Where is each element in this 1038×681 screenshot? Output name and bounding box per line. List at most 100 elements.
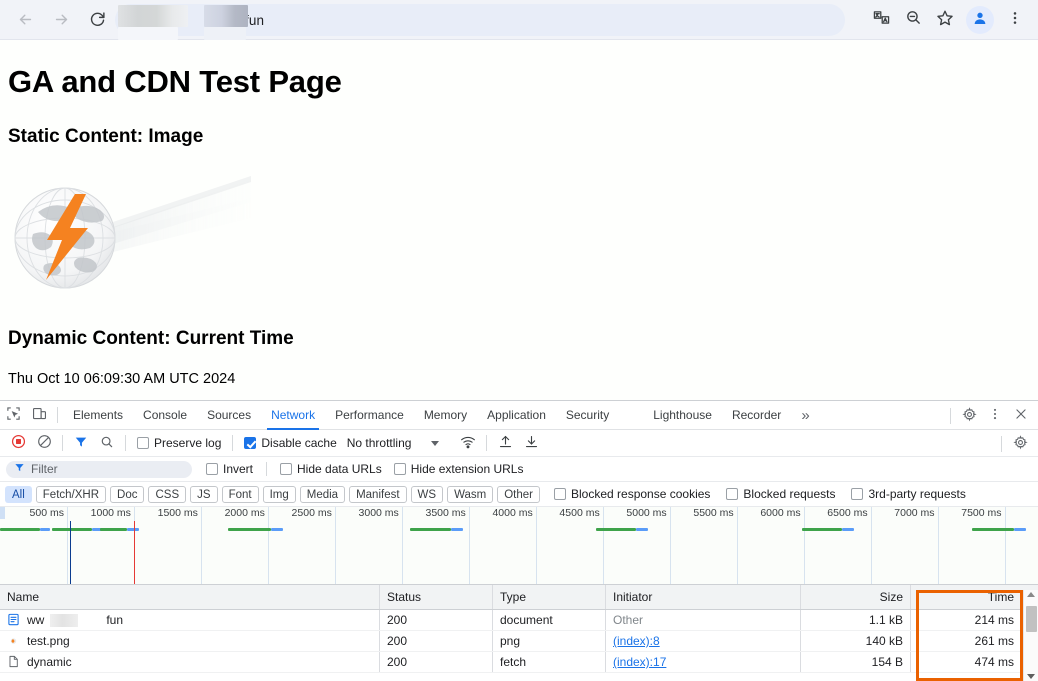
scrollbar-thumb[interactable] bbox=[1026, 606, 1037, 632]
search-input[interactable]: Filter bbox=[6, 460, 192, 478]
overview-request-band bbox=[39, 528, 50, 531]
import-har-button[interactable] bbox=[492, 430, 518, 456]
type-filter-css[interactable]: CSS bbox=[148, 485, 187, 503]
devtools-close-button[interactable] bbox=[1008, 403, 1034, 429]
tab-application[interactable]: Application bbox=[487, 407, 546, 422]
devtools-settings-button[interactable] bbox=[956, 403, 982, 429]
overview-tick-label: 4000 ms bbox=[492, 507, 533, 519]
inspect-element-icon bbox=[6, 406, 21, 424]
requests-scrollbar[interactable] bbox=[1023, 590, 1038, 681]
column-header-type[interactable]: Type bbox=[493, 585, 606, 609]
cell-status: 200 bbox=[380, 652, 493, 672]
static-content-heading: Static Content: Image bbox=[8, 126, 204, 147]
disable-cache-checkbox[interactable]: Disable cache bbox=[244, 436, 337, 450]
tab-lighthouse[interactable]: Lighthouse bbox=[653, 407, 712, 422]
tab-elements[interactable]: Elements bbox=[73, 407, 124, 422]
forward-button[interactable] bbox=[46, 5, 76, 35]
blocked-requests-checkbox[interactable]: Blocked requests bbox=[726, 487, 835, 501]
overview-gridline bbox=[1004, 507, 1006, 584]
forward-arrow-icon bbox=[53, 11, 70, 28]
hide-extension-urls-checkbox[interactable]: Hide extension URLs bbox=[393, 462, 524, 476]
type-filter-all[interactable]: All bbox=[5, 485, 32, 503]
close-icon bbox=[1014, 407, 1028, 424]
overview-gridline bbox=[937, 507, 939, 584]
profile-button[interactable] bbox=[966, 6, 994, 34]
cell-size: 140 kB bbox=[801, 631, 911, 651]
table-row[interactable]: test.png 200 png (index):8 140 kB 261 ms bbox=[0, 631, 1038, 652]
clear-button[interactable] bbox=[31, 430, 57, 456]
column-header-size[interactable]: Size bbox=[801, 585, 911, 609]
third-party-requests-label: 3rd-party requests bbox=[868, 487, 966, 501]
third-party-requests-checkbox[interactable]: 3rd-party requests bbox=[851, 487, 966, 501]
tab-console[interactable]: Console bbox=[143, 407, 188, 422]
overview-left-handle[interactable] bbox=[0, 507, 5, 519]
overview-tick-label: 500 ms bbox=[29, 507, 64, 519]
scroll-up-arrow-icon[interactable] bbox=[1027, 592, 1035, 597]
tab-sources[interactable]: Sources bbox=[207, 407, 252, 422]
type-filter-js[interactable]: JS bbox=[190, 485, 218, 503]
table-row[interactable]: ww fun 200 document Other 1.1 kB 214 ms bbox=[0, 610, 1038, 631]
network-settings-button[interactable] bbox=[1007, 431, 1033, 457]
overview-request-band bbox=[270, 528, 284, 531]
type-filter-img[interactable]: Img bbox=[262, 485, 296, 503]
cell-initiator[interactable]: (index):8 bbox=[606, 631, 801, 651]
network-overview-timeline[interactable]: 500 ms 1000 ms 1500 ms 2000 ms 2500 ms 3000 m… bbox=[0, 507, 1038, 585]
invert-checkbox[interactable]: Invert bbox=[206, 462, 253, 476]
browser-menu-button[interactable] bbox=[1000, 5, 1030, 35]
overview-gridline bbox=[535, 507, 537, 584]
divider bbox=[950, 407, 951, 424]
tab-recorder[interactable]: Recorder bbox=[731, 407, 782, 422]
type-filter-doc[interactable]: Doc bbox=[110, 485, 145, 503]
zoom-out-button[interactable] bbox=[898, 5, 928, 35]
column-header-status[interactable]: Status bbox=[380, 585, 493, 609]
preserve-log-checkbox[interactable]: Preserve log bbox=[137, 436, 221, 450]
network-conditions-button[interactable] bbox=[455, 430, 481, 456]
type-filter-wasm[interactable]: Wasm bbox=[447, 485, 494, 503]
overview-gridline bbox=[200, 507, 202, 584]
tab-network[interactable]: Network bbox=[261, 401, 325, 430]
type-filter-media[interactable]: Media bbox=[299, 485, 346, 503]
more-tabs-button[interactable]: » bbox=[801, 406, 810, 424]
search-button[interactable] bbox=[94, 430, 120, 456]
dom-content-loaded-marker bbox=[69, 521, 71, 584]
blocked-response-cookies-checkbox[interactable]: Blocked response cookies bbox=[554, 487, 710, 501]
hide-extension-urls-label: Hide extension URLs bbox=[410, 462, 524, 476]
checkbox-box bbox=[393, 463, 406, 475]
type-filter-manifest[interactable]: Manifest bbox=[349, 485, 407, 503]
type-filter-font[interactable]: Font bbox=[221, 485, 259, 503]
device-toolbar-button[interactable] bbox=[26, 402, 52, 428]
reload-button[interactable] bbox=[82, 5, 112, 35]
overview-tick-label: 5000 ms bbox=[626, 507, 667, 519]
cell-type: png bbox=[493, 631, 606, 651]
cell-size: 154 B bbox=[801, 652, 911, 672]
cell-status: 200 bbox=[380, 610, 493, 630]
devtools-more-button[interactable] bbox=[982, 403, 1008, 429]
export-har-button[interactable] bbox=[518, 430, 544, 456]
page-content: GA and CDN Test Page Static Content: Ima… bbox=[0, 40, 1038, 400]
reload-icon bbox=[89, 11, 106, 28]
table-row[interactable]: dynamic 200 fetch (index):17 154 B 474 ms bbox=[0, 652, 1038, 673]
toggle-filter-button[interactable] bbox=[68, 430, 94, 456]
overview-request-band bbox=[100, 528, 128, 531]
back-button[interactable] bbox=[10, 5, 40, 35]
type-filter-ws[interactable]: WS bbox=[410, 485, 444, 503]
cell-initiator[interactable]: (index):17 bbox=[606, 652, 801, 672]
tab-memory[interactable]: Memory bbox=[423, 407, 468, 422]
tab-performance[interactable]: Performance bbox=[335, 407, 404, 422]
type-filter-fetch-xhr[interactable]: Fetch/XHR bbox=[35, 485, 107, 503]
column-header-initiator[interactable]: Initiator bbox=[606, 585, 801, 609]
column-header-time[interactable]: Time bbox=[987, 590, 1014, 604]
scroll-down-arrow-icon[interactable] bbox=[1027, 674, 1035, 679]
overview-request-band bbox=[227, 528, 271, 531]
hide-data-urls-checkbox[interactable]: Hide data URLs bbox=[280, 462, 382, 476]
overview-gridline bbox=[602, 507, 604, 584]
overview-tick-label: 1500 ms bbox=[157, 507, 198, 519]
tab-security[interactable]: Security bbox=[565, 407, 610, 422]
record-button[interactable] bbox=[5, 430, 31, 456]
translate-button[interactable] bbox=[866, 5, 896, 35]
bookmark-button[interactable] bbox=[930, 5, 960, 35]
type-filter-other[interactable]: Other bbox=[497, 485, 540, 503]
inspect-element-button[interactable] bbox=[0, 402, 26, 428]
throttling-select[interactable]: No throttling bbox=[347, 436, 440, 450]
column-header-name[interactable]: Name bbox=[0, 585, 380, 609]
